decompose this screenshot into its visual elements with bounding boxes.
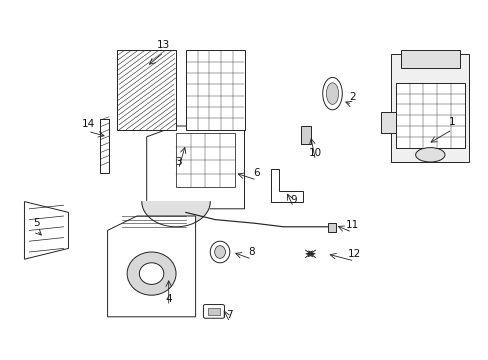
Text: 1: 1 bbox=[448, 117, 455, 127]
Ellipse shape bbox=[322, 77, 342, 110]
Text: 12: 12 bbox=[347, 249, 361, 259]
Text: 2: 2 bbox=[348, 92, 355, 102]
Bar bbox=[117, 50, 176, 130]
Ellipse shape bbox=[210, 241, 229, 263]
Text: 10: 10 bbox=[308, 148, 321, 158]
Bar bbox=[176, 133, 234, 187]
Text: 11: 11 bbox=[345, 220, 358, 230]
Text: 9: 9 bbox=[289, 195, 296, 205]
Text: 14: 14 bbox=[81, 119, 95, 129]
Polygon shape bbox=[146, 126, 244, 209]
Bar bbox=[185, 50, 244, 130]
Ellipse shape bbox=[326, 83, 338, 104]
Text: 5: 5 bbox=[33, 218, 40, 228]
Bar bbox=[390, 54, 468, 162]
Ellipse shape bbox=[127, 252, 176, 295]
Polygon shape bbox=[271, 169, 303, 202]
Text: 3: 3 bbox=[175, 157, 182, 167]
Ellipse shape bbox=[214, 246, 225, 258]
Text: 6: 6 bbox=[253, 168, 260, 178]
Text: 4: 4 bbox=[165, 294, 172, 304]
Text: 13: 13 bbox=[157, 40, 170, 50]
Bar bbox=[207, 308, 219, 315]
Bar bbox=[381, 112, 395, 133]
Bar bbox=[395, 83, 464, 148]
FancyBboxPatch shape bbox=[203, 305, 224, 318]
Bar bbox=[327, 223, 336, 232]
Bar bbox=[400, 50, 459, 68]
Polygon shape bbox=[24, 202, 68, 259]
Bar bbox=[300, 126, 311, 144]
Ellipse shape bbox=[139, 263, 163, 284]
Text: 7: 7 bbox=[226, 310, 233, 320]
Ellipse shape bbox=[415, 148, 444, 162]
Polygon shape bbox=[142, 202, 210, 227]
Text: 8: 8 bbox=[248, 247, 255, 257]
Bar bbox=[100, 119, 109, 173]
Polygon shape bbox=[107, 216, 195, 317]
